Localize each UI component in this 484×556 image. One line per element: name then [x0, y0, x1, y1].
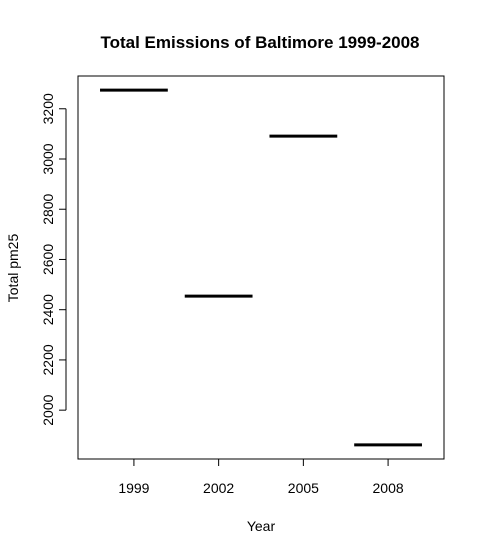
x-tick-label: 2002	[203, 480, 234, 496]
y-axis-title: Total pm25	[5, 234, 21, 303]
y-tick-label: 2200	[40, 344, 56, 375]
y-tick-label: 2000	[40, 394, 56, 425]
y-tick-label: 2600	[40, 244, 56, 275]
data-marks	[100, 88, 422, 447]
y-tick-label: 2800	[40, 193, 56, 224]
y-tick-label: 3000	[40, 143, 56, 174]
x-tick-label: 1999	[118, 480, 149, 496]
y-tick-label: 2400	[40, 294, 56, 325]
x-axis-title: Year	[247, 518, 276, 534]
plot-area-frame	[77, 75, 445, 460]
chart-title: Total Emissions of Baltimore 1999-2008	[100, 33, 419, 52]
y-tick-label: 3200	[40, 93, 56, 124]
y-axis: 2000 2200 2400 2600 2800 3000 3200	[40, 93, 67, 426]
x-tick-label: 2005	[288, 480, 319, 496]
x-axis: 1999 2002 2005 2008	[118, 458, 404, 496]
x-tick-label: 2008	[373, 480, 404, 496]
